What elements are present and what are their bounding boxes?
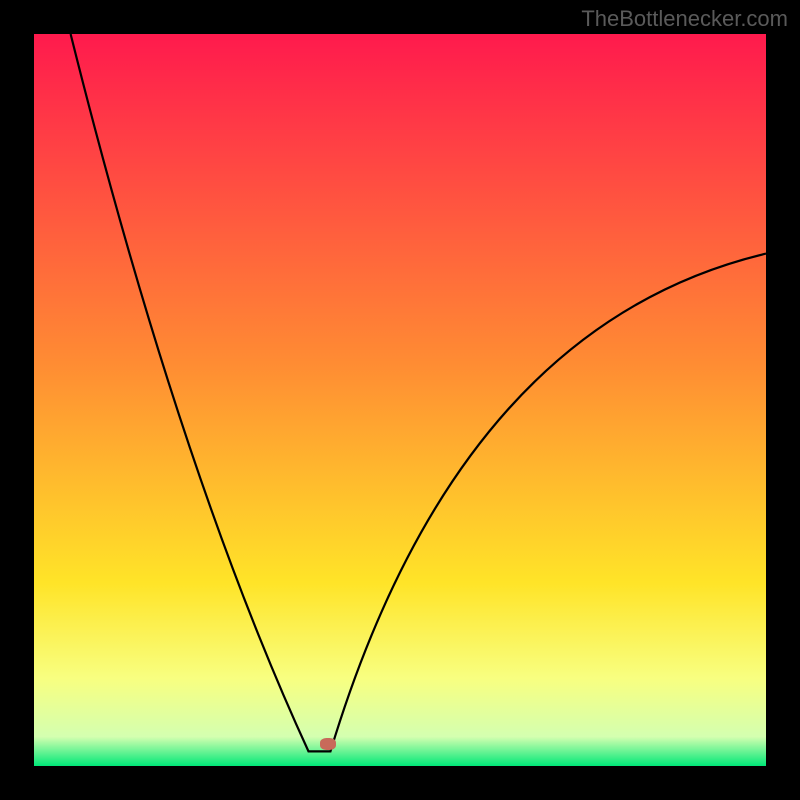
watermark: TheBottlenecker.com <box>581 6 788 32</box>
bottleneck-curve <box>34 34 766 766</box>
chart-plot-area <box>34 34 766 766</box>
curve-path <box>71 34 766 751</box>
optimum-marker <box>320 738 336 750</box>
